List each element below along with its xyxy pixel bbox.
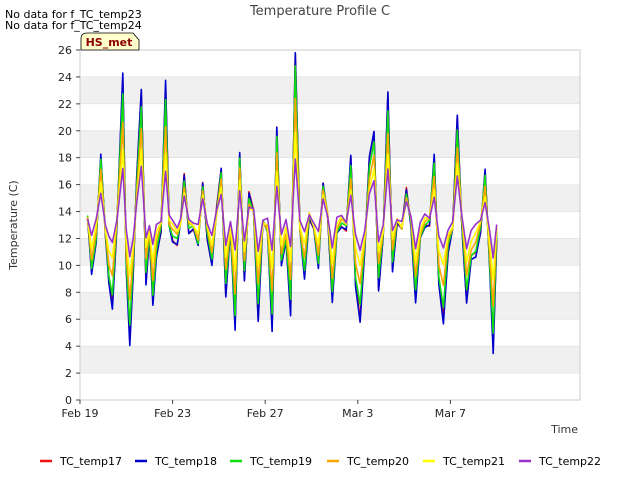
y-tick-label: 14 <box>58 206 72 219</box>
y-tick-label: 2 <box>65 367 72 380</box>
legend-label: TC_temp18 <box>154 455 217 468</box>
series-line-TC_temp22 <box>86 158 498 259</box>
grid-band <box>80 76 580 104</box>
legend-label: TC_temp17 <box>59 455 122 468</box>
legend-label: TC_temp22 <box>538 455 601 468</box>
chart-title: Temperature Profile C <box>249 4 390 19</box>
site-badge: HS_met <box>80 32 140 51</box>
grid-bands <box>80 50 580 401</box>
series-line-TC_temp21 <box>86 131 498 281</box>
y-tick-label: 18 <box>58 152 72 165</box>
series-lines <box>86 51 498 355</box>
x-tick-label: Feb 23 <box>154 407 191 420</box>
y-tick-label: 22 <box>58 98 72 111</box>
site-badge-label: HS_met <box>86 36 133 49</box>
x-tick-label: Feb 19 <box>62 407 99 420</box>
grid-band <box>80 373 580 400</box>
y-tick-label: 6 <box>65 313 72 326</box>
x-tick-label: Mar 3 <box>342 407 373 420</box>
x-axis-label: Time <box>550 423 578 436</box>
plot-frame <box>79 49 581 401</box>
legend-label: TC_temp20 <box>346 455 409 468</box>
grid-band <box>80 319 580 347</box>
y-tick-label: 26 <box>58 44 72 57</box>
grid-band <box>80 292 580 320</box>
y-tick-label: 4 <box>65 340 72 353</box>
legend: TC_temp17 TC_temp18 TC_temp19 TC_temp20 TC_t… <box>40 455 601 468</box>
legend-label: TC_temp19 <box>249 455 312 468</box>
y-tick-label: 12 <box>58 232 72 245</box>
site-badge-box <box>80 32 140 51</box>
x-tick-label: Mar 7 <box>435 407 466 420</box>
no-data-note-1: No data for f_TC_temp23 <box>5 8 142 21</box>
legend-label: TC_temp21 <box>442 455 505 468</box>
grid-band <box>80 103 580 131</box>
grid-band <box>80 50 580 77</box>
y-tick-label: 24 <box>58 71 72 84</box>
grid-band <box>80 346 580 374</box>
x-axis-ticks: Feb 19 Feb 23 Feb 27 Mar 3 Mar 7 <box>62 400 466 420</box>
y-tick-label: 0 <box>65 394 72 407</box>
y-tick-label: 20 <box>58 125 72 138</box>
y-tick-label: 10 <box>58 259 72 272</box>
y-tick-label: 16 <box>58 179 72 192</box>
x-tick-label: Feb 27 <box>247 407 284 420</box>
y-axis-label: Temperature (C) <box>7 180 20 270</box>
grid-band <box>80 184 580 212</box>
grid-band <box>80 130 580 158</box>
no-data-note-2: No data for f_TC_temp24 <box>5 19 142 32</box>
y-tick-label: 8 <box>65 286 72 299</box>
grid-band <box>80 157 580 185</box>
